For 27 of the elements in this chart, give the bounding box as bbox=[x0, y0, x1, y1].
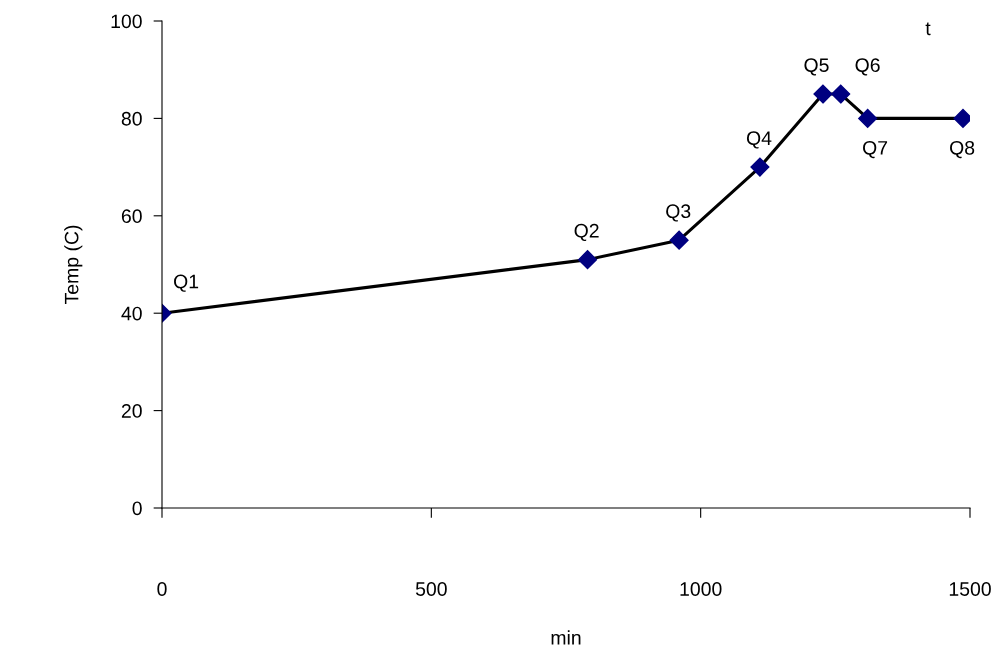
x-tick-label: 0 bbox=[157, 582, 167, 596]
point bbox=[669, 230, 689, 250]
annotation: Q2 bbox=[574, 223, 599, 242]
annotation: Q7 bbox=[863, 140, 888, 159]
y-axis-title: Temp (C) bbox=[64, 225, 83, 305]
y-tick-label: 100 bbox=[111, 14, 142, 29]
annotation: t bbox=[925, 22, 931, 36]
annotation: Q1 bbox=[174, 274, 199, 292]
annotation: Q4 bbox=[746, 131, 772, 149]
y-tick-label: 40 bbox=[121, 306, 142, 321]
point bbox=[831, 84, 851, 104]
point bbox=[813, 84, 833, 104]
annotation: Q8 bbox=[950, 140, 975, 159]
y-tick-label: 20 bbox=[121, 404, 142, 418]
point bbox=[750, 157, 770, 177]
x-tick-label: 500 bbox=[415, 582, 447, 596]
y-tick-label: 0 bbox=[132, 501, 142, 516]
annotation: Q5 bbox=[804, 58, 829, 76]
point bbox=[858, 108, 878, 128]
y-tick-label: 60 bbox=[121, 209, 142, 224]
x-tick-label: 1000 bbox=[680, 582, 722, 596]
y-tick-label: 80 bbox=[121, 111, 142, 126]
x-tick-label: 1500 bbox=[949, 582, 991, 596]
point bbox=[578, 250, 598, 270]
annotation: Q6 bbox=[855, 58, 880, 76]
x-axis-title: min bbox=[551, 630, 581, 645]
annotation: Q3 bbox=[666, 204, 691, 222]
